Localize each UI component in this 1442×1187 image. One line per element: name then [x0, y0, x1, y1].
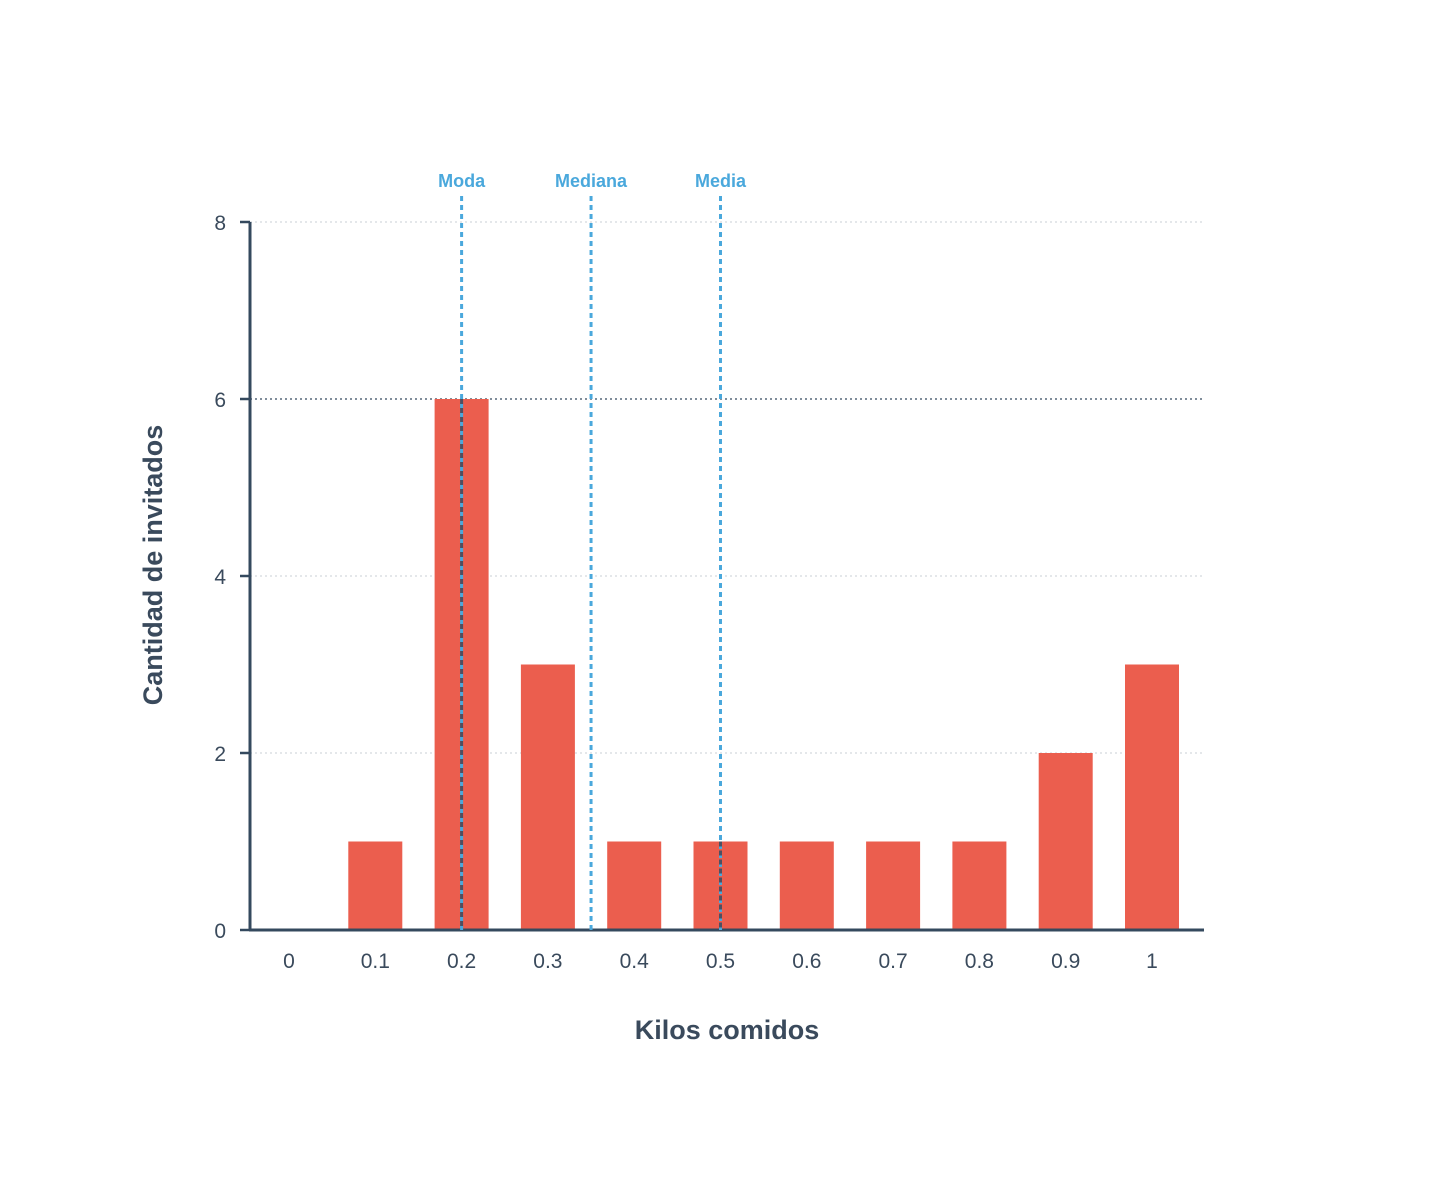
y-tick-label: 0 [214, 920, 226, 943]
x-tick-label: 0.3 [533, 950, 562, 973]
y-axis-title: Cantidad de invitados [138, 425, 168, 706]
reference-line-label: Moda [438, 171, 486, 191]
reference-line-group: Moda [438, 171, 486, 930]
reference-line-label: Media [695, 171, 747, 191]
bar [1038, 753, 1093, 930]
bar [1125, 664, 1179, 930]
y-ticks: 0 2 4 6 8 [214, 212, 250, 943]
bar [952, 841, 1007, 930]
y-tick-label: 2 [214, 743, 226, 766]
x-tick-label: 1 [1146, 950, 1158, 973]
y-tick-label: 4 [214, 566, 226, 589]
reference-line-group: Media [695, 171, 747, 930]
x-tick-label: 0 [283, 950, 295, 973]
x-tick-label: 0.5 [706, 950, 735, 973]
grid-lines [250, 221, 1203, 754]
x-tick-label: 0.8 [965, 950, 994, 973]
x-ticks: 0 0.1 0.2 0.3 0.4 0.5 0.6 0.7 0.8 0.9 1 [283, 950, 1158, 973]
bar [779, 841, 834, 930]
reference-line-group: Mediana [555, 171, 628, 930]
reference-lines: Moda Mediana Media [438, 171, 747, 930]
bars [348, 399, 1179, 930]
x-tick-label: 0.2 [447, 950, 476, 973]
x-tick-label: 0.7 [878, 950, 907, 973]
x-tick-label: 0.4 [620, 950, 650, 973]
x-tick-label: 0.9 [1051, 950, 1080, 973]
y-tick-label: 8 [214, 212, 226, 235]
bar [348, 841, 403, 930]
bar [866, 841, 921, 930]
bar [520, 664, 575, 930]
y-tick-label: 6 [214, 389, 226, 412]
reference-line-label: Mediana [555, 171, 628, 191]
x-tick-label: 0.6 [792, 950, 821, 973]
x-tick-label: 0.1 [361, 950, 390, 973]
bar [607, 841, 662, 930]
x-axis-title: Kilos comidos [635, 1015, 820, 1045]
